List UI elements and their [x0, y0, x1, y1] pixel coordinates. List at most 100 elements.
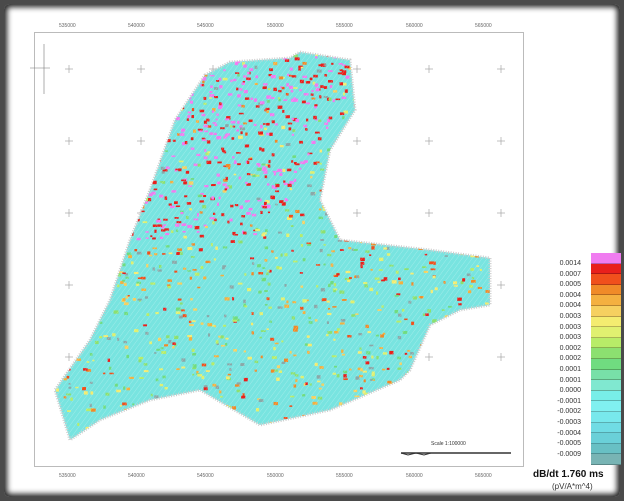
survey-cell — [290, 372, 296, 375]
survey-cell — [190, 178, 195, 180]
survey-cell — [209, 94, 215, 97]
survey-cell — [236, 382, 242, 385]
survey-cell — [211, 63, 216, 67]
survey-cell — [299, 140, 304, 144]
survey-cell — [401, 157, 405, 161]
scale-label: Scale 1:100000 — [431, 441, 466, 447]
survey-cell — [479, 135, 484, 139]
survey-cell — [388, 157, 392, 160]
survey-cell — [201, 404, 205, 406]
survey-cell — [212, 122, 217, 124]
survey-cell — [359, 61, 365, 65]
survey-cell — [67, 86, 72, 89]
survey-cell — [165, 245, 170, 248]
survey-cell — [181, 74, 185, 78]
survey-cell — [331, 214, 334, 217]
survey-cell — [353, 199, 358, 202]
survey-cell — [86, 271, 90, 274]
survey-cell — [246, 183, 251, 186]
survey-cell — [125, 295, 129, 299]
survey-cell — [374, 166, 377, 169]
survey-cell — [213, 325, 217, 328]
survey-cell — [266, 297, 270, 301]
survey-cell — [460, 280, 464, 285]
survey-cell — [134, 196, 139, 199]
survey-cell — [264, 246, 269, 250]
survey-cell — [251, 272, 254, 276]
survey-cell — [234, 160, 237, 164]
survey-cell — [478, 151, 483, 154]
survey-cell — [271, 356, 277, 359]
survey-cell — [70, 397, 73, 401]
survey-cell — [147, 251, 151, 255]
survey-cell — [276, 365, 281, 369]
survey-cell — [80, 67, 83, 70]
survey-cell — [391, 280, 397, 284]
survey-cell — [373, 208, 376, 210]
survey-cell — [227, 220, 230, 224]
survey-cell — [375, 334, 379, 337]
survey-cell — [338, 194, 342, 198]
survey-cell — [474, 141, 478, 145]
survey-cell — [172, 342, 176, 346]
survey-cell — [220, 274, 224, 277]
survey-cell — [174, 67, 180, 70]
survey-cell — [260, 210, 263, 214]
survey-cell — [466, 380, 471, 383]
survey-cell — [486, 128, 490, 133]
survey-cell — [278, 231, 283, 234]
survey-cell — [193, 218, 199, 221]
survey-cell — [459, 129, 465, 133]
survey-cell — [55, 91, 58, 94]
survey-cell — [301, 394, 306, 397]
survey-cell — [439, 203, 444, 206]
survey-cell — [128, 212, 133, 216]
survey-cell — [433, 234, 437, 237]
survey-cell — [441, 226, 446, 230]
survey-cell — [396, 121, 401, 125]
survey-cell — [153, 70, 158, 74]
survey-cell — [141, 210, 145, 213]
survey-cell — [249, 224, 253, 227]
survey-cell — [223, 324, 227, 327]
survey-cell — [229, 285, 234, 289]
survey-cell — [215, 385, 219, 389]
survey-cell — [182, 80, 185, 83]
survey-cell — [362, 370, 367, 373]
survey-cell — [415, 139, 418, 142]
legend-swatch — [591, 274, 621, 285]
survey-cell — [246, 160, 250, 164]
survey-cell — [365, 147, 370, 150]
survey-cell — [193, 308, 198, 311]
survey-cell — [264, 258, 268, 262]
survey-cell — [308, 321, 313, 324]
survey-cell — [423, 270, 429, 273]
survey-cell — [293, 162, 297, 165]
survey-cell — [164, 386, 168, 390]
survey-cell — [354, 156, 357, 158]
survey-cell — [398, 313, 402, 317]
survey-cell — [325, 126, 329, 130]
survey-cell — [470, 268, 475, 271]
survey-cell — [258, 131, 264, 135]
survey-cell — [488, 76, 490, 78]
survey-cell — [157, 106, 161, 109]
survey-cell — [288, 127, 292, 131]
survey-cell — [397, 195, 403, 198]
survey-cell — [209, 64, 215, 67]
survey-cell — [283, 416, 288, 420]
survey-cell — [212, 212, 216, 216]
survey-cell — [198, 130, 203, 133]
survey-cell — [325, 191, 328, 194]
survey-cell — [224, 188, 228, 191]
survey-cell — [130, 202, 136, 206]
survey-cell — [90, 408, 96, 412]
survey-cell — [132, 214, 137, 217]
survey-cell — [218, 390, 222, 394]
survey-cell — [313, 161, 318, 165]
survey-cell — [384, 59, 387, 63]
survey-cell — [307, 152, 313, 155]
survey-cell — [155, 148, 159, 151]
survey-cell — [234, 204, 239, 207]
legend-label: 0.0004 — [559, 302, 581, 310]
